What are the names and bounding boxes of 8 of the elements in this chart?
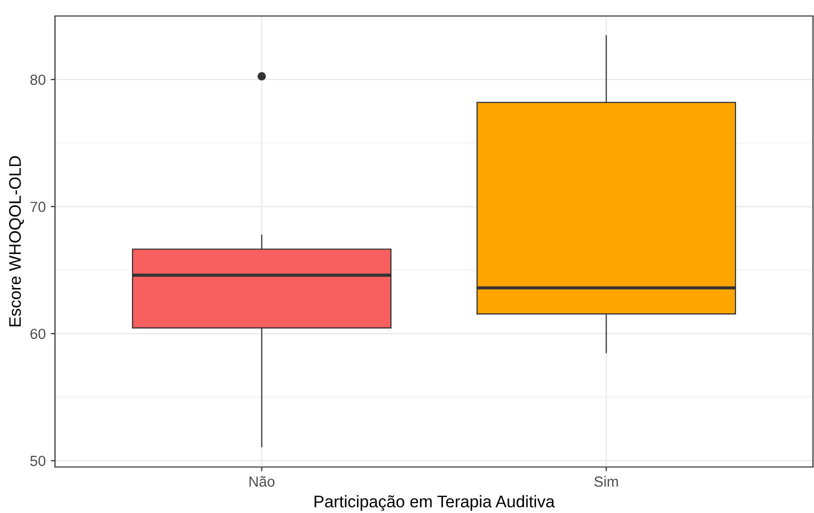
x-axis-title: Participação em Terapia Auditiva [314,495,555,511]
y-tick-label: 70 [30,202,46,212]
x-tick-label: Não [250,476,274,487]
x-tick-label: Sim [594,476,618,487]
y-tick-label: 60 [30,328,46,340]
y-tick-label: 50 [30,456,46,466]
y-tick-label: 80 [30,74,46,85]
y-axis-title: Escore WHOQOL-OLD [9,156,24,326]
